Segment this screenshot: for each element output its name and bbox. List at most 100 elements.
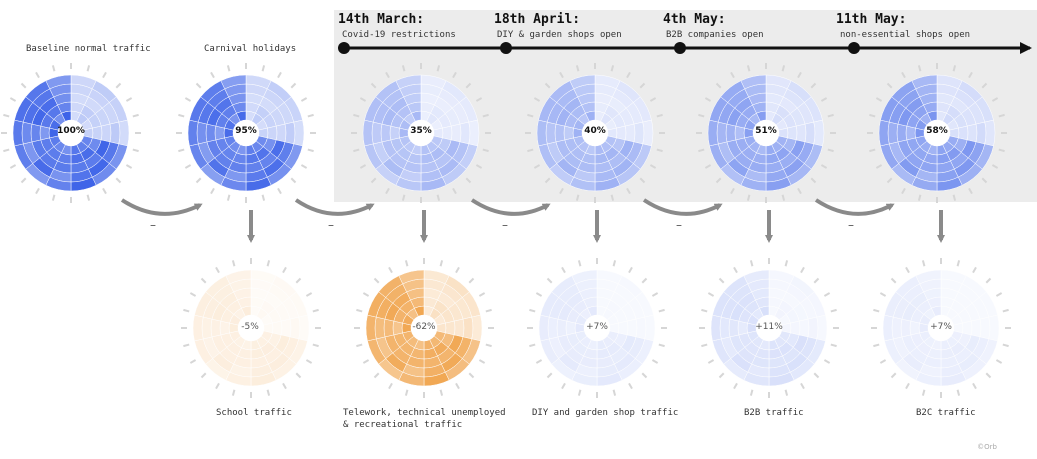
top-wheel-2-center <box>233 120 259 146</box>
top-wheel-4-tick <box>626 187 631 195</box>
top-wheel-1-segment <box>12 119 24 147</box>
top-wheel-3-tick <box>475 97 483 102</box>
bottom-wheel-5-tick <box>956 260 961 267</box>
bottom-wheel-3-segment <box>571 269 598 285</box>
top-wheel-2-segment <box>196 121 208 145</box>
minus-sign-5: – <box>848 218 854 232</box>
top-wheel-5-segment <box>804 121 816 145</box>
top-wheel-6-tick <box>875 97 883 102</box>
top-wheel-1-tick <box>132 113 139 118</box>
bottom-pct-1: -5% <box>241 322 259 332</box>
top-wheel-5-tick <box>746 194 751 201</box>
top-wheel-1-tick <box>115 82 122 89</box>
bottom-wheel-3-segment <box>547 316 559 340</box>
bottom-wheel-2-tick <box>478 359 486 364</box>
top-wheel-4-tick <box>610 65 615 72</box>
top-wheel-5 <box>696 63 836 203</box>
top-wheel-6-segment <box>966 123 978 143</box>
minus-sign-3: – <box>502 218 508 232</box>
top-wheel-3-tick <box>436 194 441 201</box>
top-wheel-6-tick <box>968 187 973 195</box>
bottom-wheel-5-segment <box>915 269 942 285</box>
bottom-wheel-1-segment <box>210 318 222 338</box>
top-wheel-5-tick <box>704 97 712 102</box>
top-wheel-5-segment <box>725 123 737 143</box>
curve-arrow-4 <box>642 198 723 216</box>
top-wheel-1-tick <box>20 82 27 89</box>
bottom-wheel-1-segment <box>219 320 230 336</box>
bottom-wheel-3-tick <box>641 277 648 284</box>
top-wheel-1-segment <box>100 123 112 143</box>
bottom-wheel-5-tick <box>956 389 961 396</box>
top-wheel-3-segment <box>380 123 392 143</box>
top-wheel-2-segment <box>267 125 278 141</box>
bottom-wheel-2-segment <box>445 320 456 336</box>
top-wheel-3-tick <box>436 65 441 72</box>
bottom-wheel-1-segment <box>192 314 204 342</box>
top-wheel-4-tick <box>649 97 657 102</box>
bottom-wheel-5-tick <box>985 277 992 284</box>
bottom-wheel-1-tick <box>295 372 302 379</box>
top-wheel-6-tick <box>952 65 957 72</box>
top-wheel-2-tick <box>184 164 192 169</box>
top-wheel-6-segment <box>958 125 969 141</box>
baseline-label: Baseline normal traffic <box>26 44 151 54</box>
top-wheel-2-tick <box>300 97 308 102</box>
bottom-wheel-4-segment <box>737 320 748 336</box>
top-wheel-3-tick <box>452 187 457 195</box>
top-wheel-3-segment <box>371 121 383 145</box>
bottom-wheel-2-tick <box>439 260 444 267</box>
top-wheel-3-tick <box>359 97 367 102</box>
bottom-wheel-4 <box>699 258 839 398</box>
bottom-wheel-4-segment <box>790 320 801 336</box>
bottom-wheel-3-tick <box>641 372 648 379</box>
top-wheel-1-tick <box>102 71 107 79</box>
event-label-1: Covid-19 restrictions <box>342 30 456 40</box>
top-wheel-6-tick <box>901 71 906 79</box>
top-wheel-2-tick <box>178 113 185 118</box>
bottom-wheel-4-tick <box>784 260 789 267</box>
bottom-pct-5: +7% <box>930 322 952 332</box>
bottom-wheel-4-tick <box>707 292 715 297</box>
top-wheel-4-segment <box>545 121 557 145</box>
bottom-wheel-4-tick <box>784 389 789 396</box>
b2c-traffic-label: B2C traffic <box>916 408 976 418</box>
bottom-wheel-3-segment <box>618 320 629 336</box>
bottom-wheel-5-center <box>928 315 954 341</box>
bottom-wheel-1-tick <box>200 277 207 284</box>
bottom-wheel-4-tick <box>749 389 754 396</box>
bottom-wheel-4-segment <box>710 314 722 342</box>
bottom-wheel-1-tick <box>183 343 190 348</box>
top-wheel-2-tick <box>195 177 202 184</box>
top-wheel-5-tick <box>698 148 705 153</box>
bottom-wheel-5-segment <box>979 316 991 340</box>
bottom-wheel-4-segment <box>807 316 819 340</box>
bottom-wheel-1-tick <box>231 389 236 396</box>
telework-label-line2: & recreational traffic <box>343 420 463 430</box>
top-wheel-1-segment <box>118 119 130 147</box>
bottom-wheel-4-tick <box>830 308 837 313</box>
bottom-wheel-5-tick <box>972 266 977 274</box>
bottom-wheel-5-tick <box>921 260 926 267</box>
bottom-wheel-4-segment <box>728 318 740 338</box>
top-wheel-1-segment <box>109 121 121 145</box>
bottom-wheel-1-segment <box>201 316 213 340</box>
bottom-wheel-5-tick <box>972 382 977 390</box>
bottom-wheel-1-tick <box>215 382 220 390</box>
bottom-wheel-5 <box>871 258 1011 398</box>
bottom-wheel-4-tick <box>701 308 708 313</box>
top-wheel-2-tick <box>261 194 266 201</box>
timeline-dot-3 <box>674 42 686 54</box>
top-wheel-2-tick <box>195 82 202 89</box>
top-wheel-2-tick <box>307 148 314 153</box>
top-wheel-3-tick <box>475 164 483 169</box>
bottom-wheel-5-tick <box>873 308 880 313</box>
top-wheel-6-tick <box>968 71 973 79</box>
top-wheel-6-segment <box>887 121 899 145</box>
timeline-dot-1 <box>338 42 350 54</box>
bottom-wheel-5-tick <box>995 359 1003 364</box>
bottom-wheel-1-tick <box>183 308 190 313</box>
top-wheel-2-tick <box>290 82 297 89</box>
bottom-wheel-3-tick <box>535 359 543 364</box>
bottom-wheel-1-segment <box>298 314 310 342</box>
